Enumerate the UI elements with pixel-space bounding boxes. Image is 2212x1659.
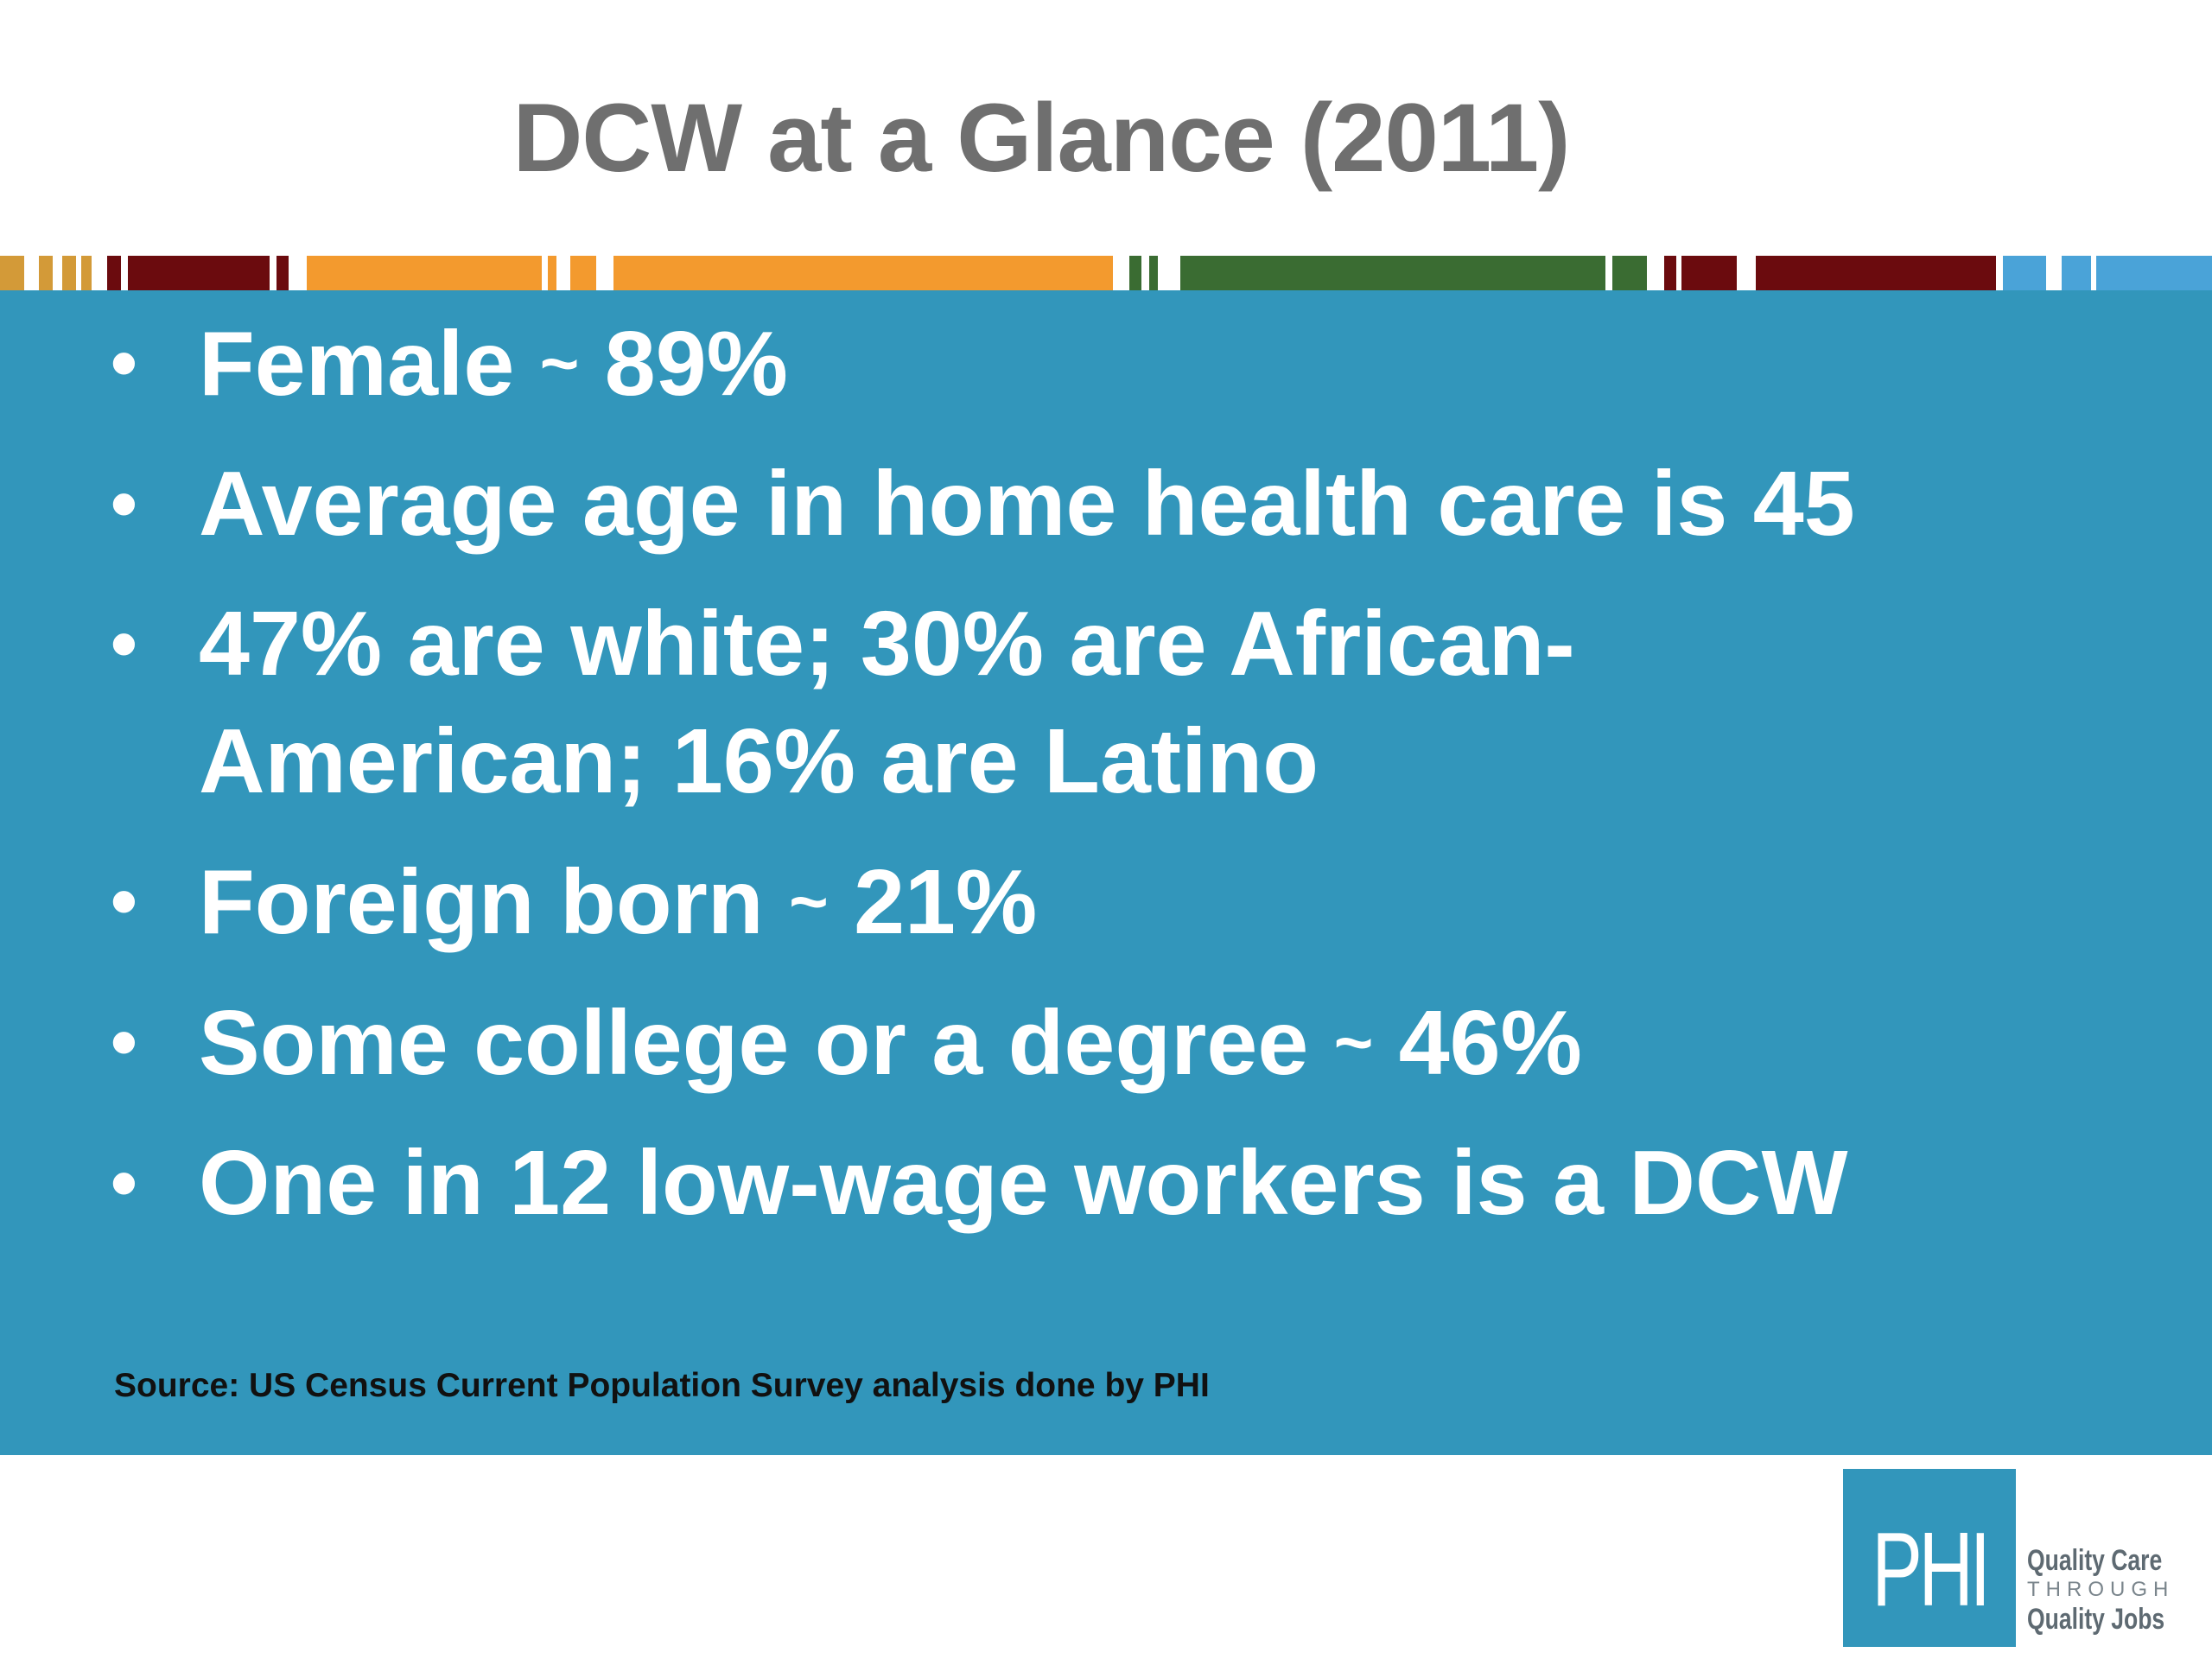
bullet-tilde: ~ <box>1333 1004 1374 1080</box>
stripe-segment <box>1756 256 1996 290</box>
bullet-value: 46% <box>1373 992 1582 1094</box>
bullet-value: 21% <box>828 851 1038 953</box>
bullet-dot: • <box>111 858 137 944</box>
phi-logo-text: PHI <box>1872 1510 1991 1628</box>
decorative-stripe-bar <box>0 256 2212 290</box>
bullet-text: Average age in home health care is 45 <box>199 453 1855 555</box>
content-panel <box>0 290 2212 1455</box>
stripe-segment <box>276 256 289 290</box>
stripe-segment <box>0 256 24 290</box>
bullet-item: • One in 12 low-wage workers is a DCW <box>0 1124 1970 1242</box>
bullet-text: 47% are white; 30% are African-American;… <box>199 593 1575 812</box>
bullet-tilde: ~ <box>789 863 829 939</box>
tagline-line-3: Quality Jobs <box>2027 1603 2165 1636</box>
bullet-dot: • <box>111 601 137 686</box>
bullet-dot: • <box>111 999 137 1084</box>
stripe-segment <box>107 256 121 290</box>
logo-tagline: Quality Care THROUGH Quality Jobs <box>2027 1544 2203 1636</box>
slide-title: DCW at a Glance (2011) <box>512 84 1571 192</box>
stripe-segment <box>2096 256 2212 290</box>
stripe-segment <box>2062 256 2091 290</box>
bullet-list: • Female ~ 89% • Average age in home hea… <box>0 304 2212 1264</box>
bullet-dot: • <box>111 320 137 405</box>
bullet-tilde: ~ <box>539 325 580 401</box>
stripe-segment <box>1180 256 1605 290</box>
stripe-segment <box>570 256 596 290</box>
stripe-segment <box>1664 256 1676 290</box>
bullet-item: • Average age in home health care is 45 <box>0 445 1970 563</box>
source-note: Source: US Census Current Population Sur… <box>114 1367 1210 1404</box>
tagline-line-1: Quality Care <box>2027 1544 2163 1577</box>
bullet-item: • Some college or a degree ~ 46% <box>0 983 1970 1102</box>
stripe-segment <box>81 256 92 290</box>
stripe-segment <box>62 256 76 290</box>
bullet-text: Some college or a degree <box>199 992 1334 1094</box>
stripe-segment <box>307 256 542 290</box>
bullet-text: One in 12 low-wage workers is a DCW <box>199 1132 1848 1234</box>
stripe-segment <box>128 256 270 290</box>
tagline-line-2: THROUGH <box>2027 1578 2175 1601</box>
bullet-item: • Female ~ 89% <box>0 304 1970 423</box>
stripe-segment <box>548 256 556 290</box>
bullet-text: Foreign born <box>199 851 790 953</box>
stripe-segment <box>1129 256 1141 290</box>
stripe-segment <box>613 256 1113 290</box>
bullet-dot: • <box>111 1140 137 1225</box>
stripe-segment <box>1149 256 1158 290</box>
bullet-text: Female <box>199 313 540 415</box>
stripe-segment <box>2003 256 2046 290</box>
bullet-item: • Foreign born ~ 21% <box>0 842 1970 961</box>
stripe-segment <box>1612 256 1647 290</box>
bullet-dot: • <box>111 461 137 546</box>
stripe-segment <box>1681 256 1737 290</box>
phi-logo: PHI <box>1843 1469 2016 1647</box>
bullet-value: 89% <box>579 313 788 415</box>
bullet-item: • 47% are white; 30% are African-America… <box>0 585 1694 820</box>
stripe-segment <box>39 256 53 290</box>
